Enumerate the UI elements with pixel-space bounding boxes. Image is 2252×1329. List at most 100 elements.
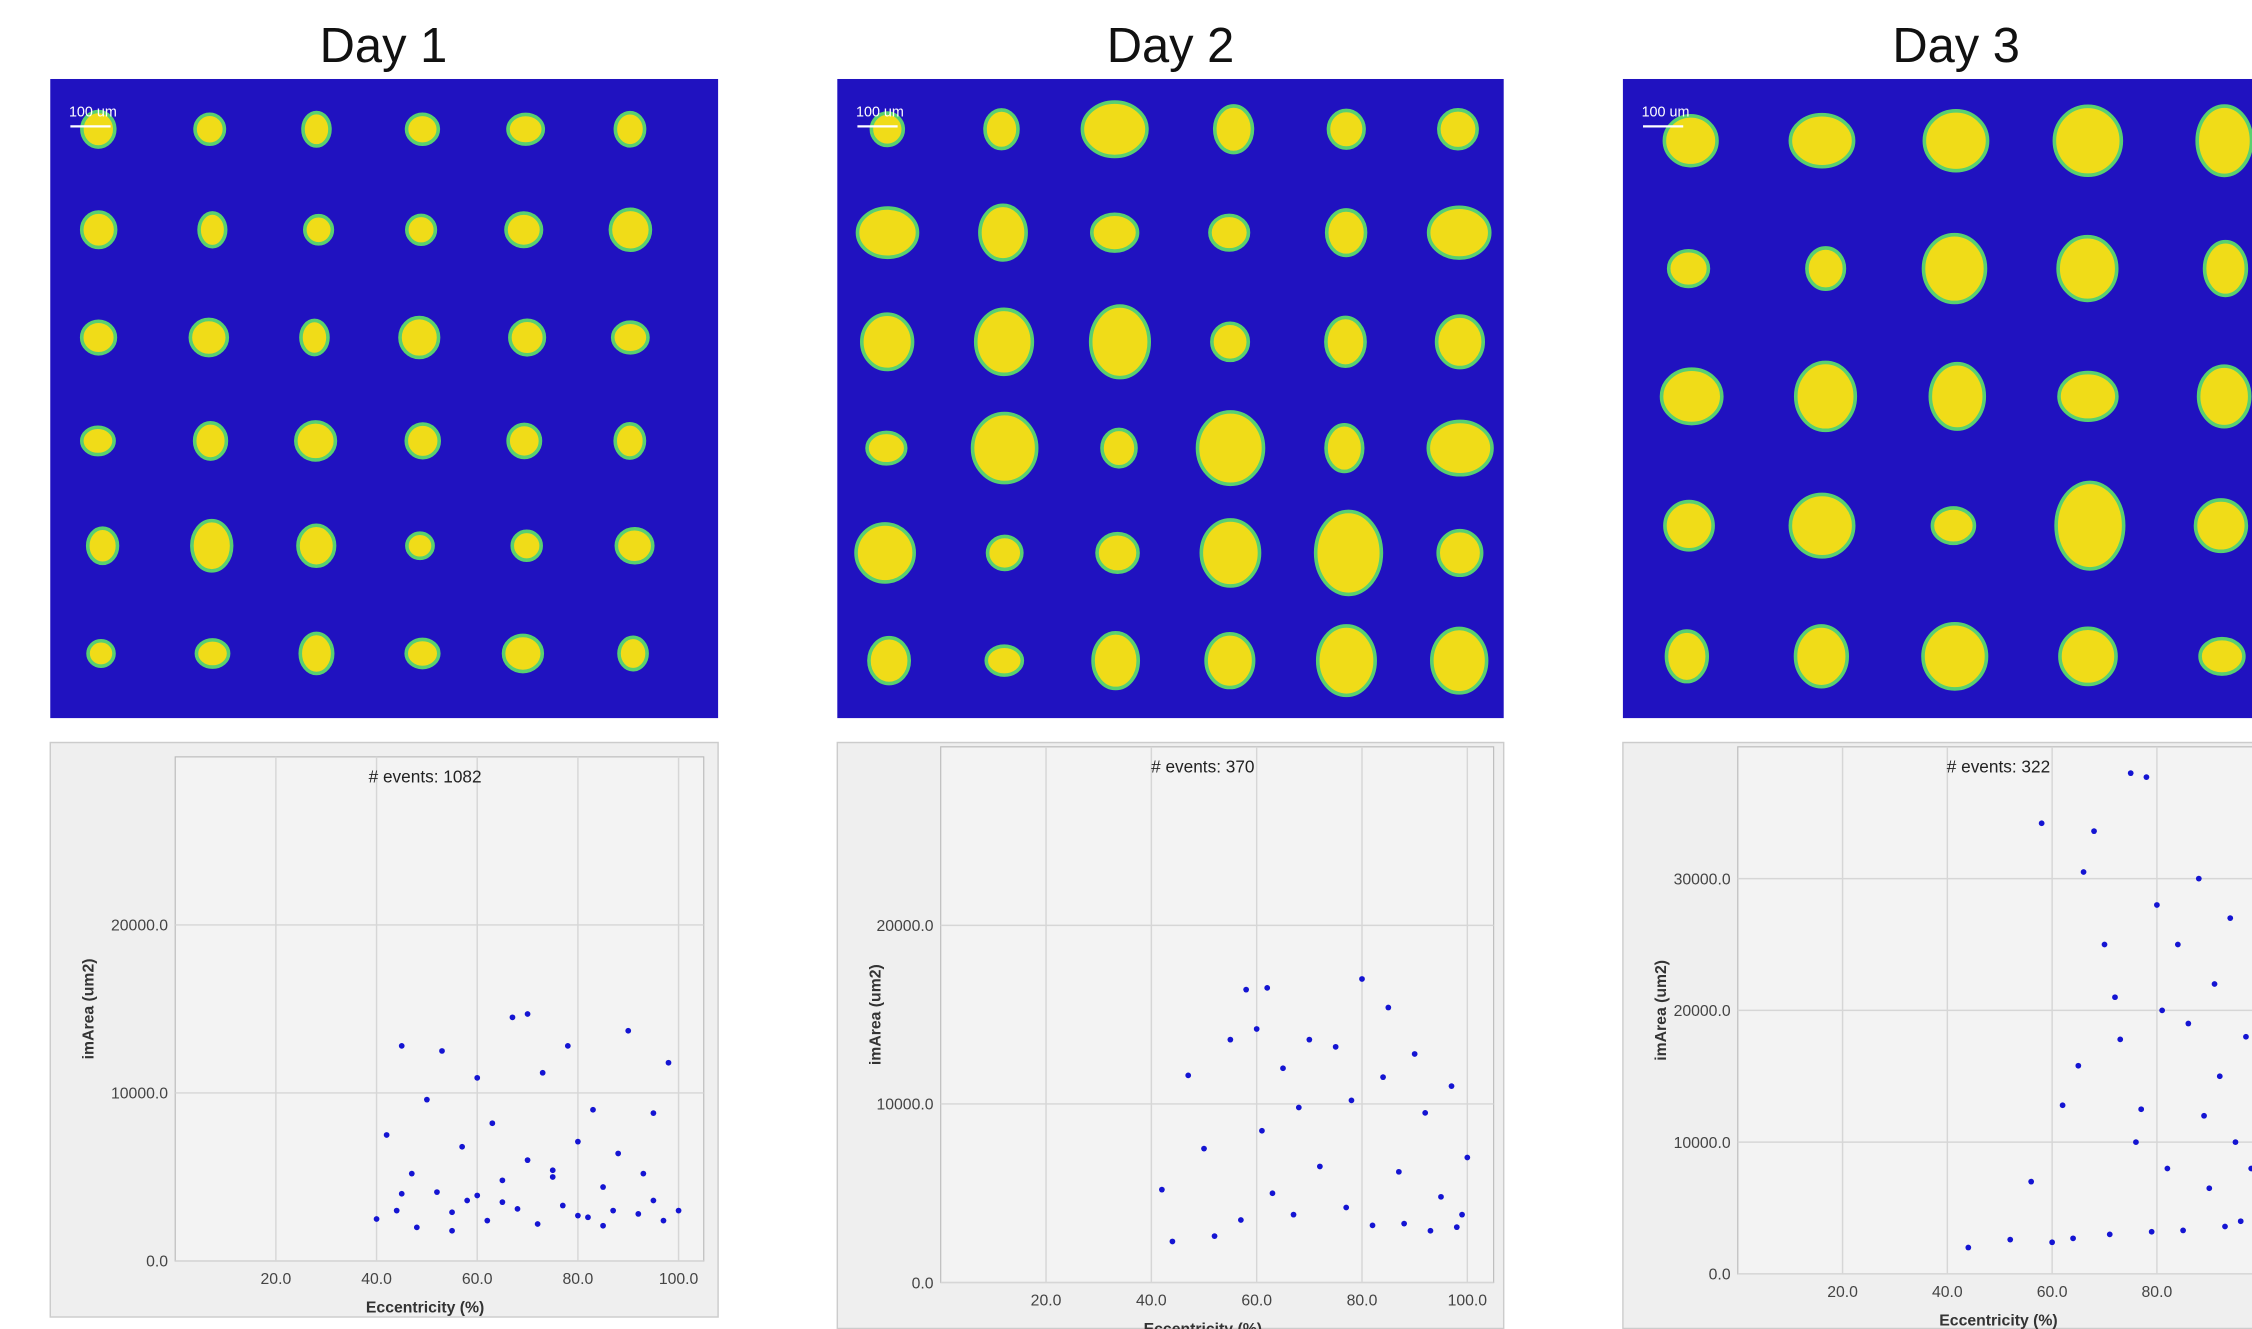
cell-cluster — [294, 420, 338, 462]
data-point — [2237, 1218, 2244, 1225]
data-point — [2133, 1139, 2139, 1146]
cell-cluster — [1659, 367, 1724, 426]
panel-title: Day 1 — [320, 19, 448, 73]
data-point — [1259, 1127, 1265, 1134]
cell-cluster — [1666, 248, 1711, 289]
cell-cluster — [1921, 621, 1989, 691]
cell-cluster — [501, 633, 545, 674]
data-point — [1238, 1217, 1244, 1223]
data-point — [610, 1207, 617, 1214]
data-point — [2227, 915, 2234, 921]
data-point — [398, 1043, 405, 1049]
cell-cluster — [2057, 370, 2119, 423]
data-point — [2101, 941, 2108, 948]
cell-cluster — [1088, 304, 1152, 380]
data-point — [1343, 1204, 1350, 1211]
cell-cluster — [1212, 104, 1255, 155]
cell-cluster — [404, 422, 442, 460]
cell-cluster — [1210, 321, 1251, 363]
cell-cluster — [1793, 624, 1850, 689]
cell-cluster — [398, 315, 441, 360]
cell-cluster — [1313, 509, 1384, 597]
data-point — [434, 1189, 440, 1195]
data-point — [393, 1207, 400, 1214]
data-point — [2070, 1235, 2076, 1242]
data-point — [2028, 1178, 2035, 1185]
data-point — [1380, 1074, 1386, 1081]
cell-cluster — [1324, 315, 1367, 368]
data-point — [449, 1227, 455, 1234]
cell-cluster — [1663, 499, 1715, 552]
panel: Day 2 100 um 20.0 40.0 60.0 80.0 100.0 0.0 10000… — [836, 19, 1505, 1329]
data-point — [1159, 1186, 1165, 1193]
data-point — [1965, 1244, 1972, 1251]
data-point — [585, 1214, 591, 1221]
data-point — [1348, 1097, 1355, 1104]
cell-cluster — [1090, 212, 1140, 253]
cell-cluster — [1436, 528, 1484, 578]
cell-cluster — [506, 422, 543, 460]
cell-cluster — [2052, 104, 2124, 177]
data-point — [499, 1199, 506, 1206]
x-tick-label: 80.0 — [1347, 1293, 1378, 1310]
cell-cluster — [508, 318, 547, 357]
data-point — [474, 1074, 481, 1081]
data-point — [449, 1209, 455, 1216]
cell-cluster — [617, 635, 649, 672]
data-point — [615, 1150, 622, 1157]
data-point — [2164, 1165, 2171, 1172]
data-point — [1464, 1154, 1471, 1161]
data-point — [1264, 985, 1271, 991]
x-tick-label: 40.0 — [1136, 1293, 1167, 1310]
data-point — [2117, 1036, 2124, 1043]
data-point — [1332, 1043, 1339, 1050]
data-point — [2232, 1139, 2239, 1146]
cell-cluster — [85, 526, 120, 566]
data-point — [650, 1197, 657, 1204]
cell-cluster — [2058, 626, 2118, 687]
data-point — [2185, 1020, 2192, 1027]
data-point — [514, 1206, 521, 1212]
cell-cluster — [296, 523, 337, 569]
cell-cluster — [188, 317, 230, 358]
cell-cluster — [1788, 112, 1856, 169]
data-point — [2201, 1112, 2207, 1119]
cell-cluster — [1324, 208, 1368, 258]
cell-cluster — [1928, 361, 1987, 431]
data-point — [2222, 1223, 2228, 1230]
plot-area — [940, 746, 1495, 1284]
cell-cluster — [2056, 234, 2119, 303]
x-tick-label: 100.0 — [1448, 1293, 1488, 1310]
cell-cluster — [1199, 518, 1262, 588]
cell-cluster — [2198, 636, 2246, 676]
cell-cluster — [299, 318, 330, 357]
data-point — [509, 1014, 516, 1021]
scale-bar-label: 100 um — [1642, 104, 1690, 120]
data-point — [2243, 1033, 2249, 1040]
plot-area — [174, 756, 705, 1262]
data-point — [373, 1216, 380, 1222]
x-tick-label: 80.0 — [563, 1271, 594, 1288]
cell-cluster — [1095, 531, 1140, 574]
data-point — [635, 1211, 642, 1217]
data-point — [398, 1190, 405, 1197]
data-point — [640, 1170, 647, 1177]
x-tick-label: 100.0 — [659, 1271, 699, 1288]
data-point — [459, 1143, 466, 1150]
data-point — [383, 1132, 390, 1138]
data-point — [1369, 1222, 1376, 1229]
data-point — [2211, 981, 2218, 987]
cell-cluster — [506, 112, 546, 146]
data-point — [2059, 1102, 2066, 1109]
cell-cluster — [405, 213, 438, 247]
y-axis-label: imArea (um2) — [1653, 960, 1670, 1061]
data-point — [534, 1221, 541, 1227]
data-point — [2216, 1073, 2223, 1080]
data-point — [625, 1027, 632, 1034]
cell-cluster — [190, 518, 234, 573]
data-point — [1459, 1211, 1465, 1218]
microscopy-image — [837, 78, 1504, 719]
cell-cluster — [1426, 205, 1492, 260]
data-point — [1438, 1193, 1444, 1200]
cell-cluster — [970, 411, 1039, 485]
